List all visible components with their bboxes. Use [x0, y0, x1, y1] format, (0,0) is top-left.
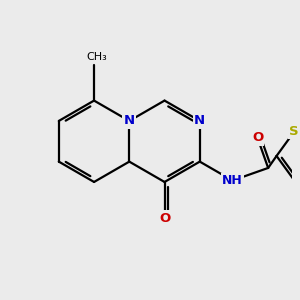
Text: S: S [290, 125, 299, 138]
Text: N: N [124, 114, 135, 128]
Text: CH₃: CH₃ [87, 52, 107, 61]
Text: NH: NH [222, 174, 243, 187]
Text: N: N [194, 114, 205, 128]
Text: O: O [252, 131, 263, 144]
Text: O: O [159, 212, 170, 224]
